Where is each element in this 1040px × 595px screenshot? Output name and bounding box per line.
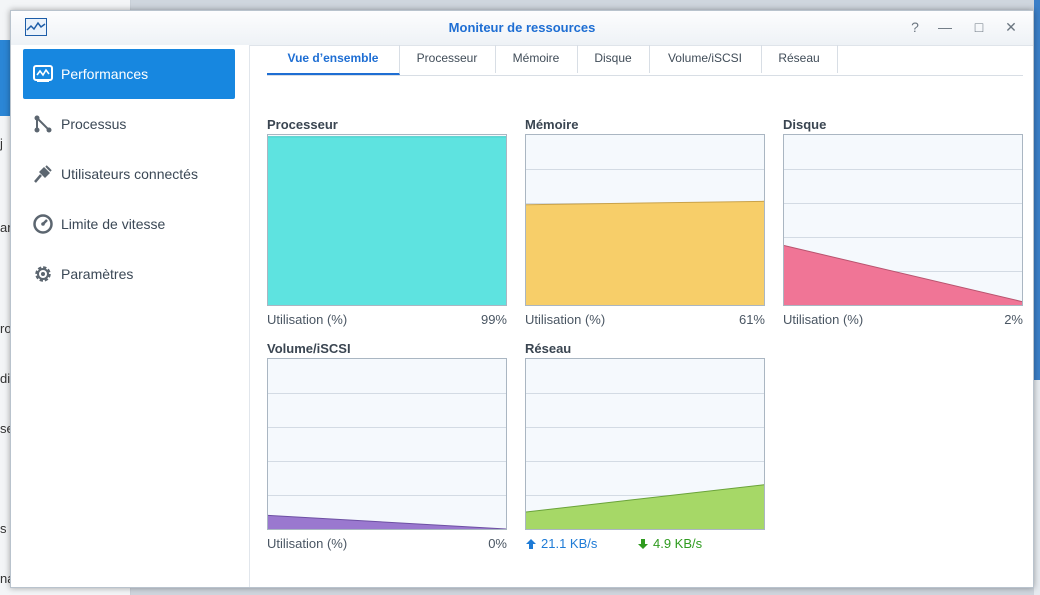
network-usage-chart: [525, 358, 765, 530]
background-text: di: [0, 371, 11, 386]
help-button[interactable]: ?: [911, 19, 919, 35]
panel-title: Réseau: [525, 341, 572, 356]
cpu-usage-chart: [267, 134, 507, 306]
tab-vue-d-ensemble[interactable]: Vue d’ensemble: [267, 45, 400, 75]
gear-icon: [33, 264, 53, 284]
performance-chart-icon: [33, 64, 53, 84]
volume-panel[interactable]: Volume/iSCSI Utilisation (%) 0%: [267, 341, 507, 557]
sidebar-item-limite-de-vitesse[interactable]: Limite de vitesse: [23, 199, 235, 249]
volume-area-chart: [268, 393, 506, 529]
speedometer-icon: [33, 214, 53, 234]
disk-panel[interactable]: Disque Utilisation (%) 2%: [783, 117, 1023, 333]
network-area-chart: [526, 393, 764, 529]
memory-usage-area: [526, 201, 764, 305]
network-usage-area: [526, 484, 764, 529]
cpu-panel[interactable]: Processeur Utilisation (%) 99%: [267, 117, 507, 333]
tab-disque[interactable]: Disque: [577, 45, 650, 73]
resource-monitor-window: Moniteur de ressources ? — □ ✕ Performan…: [10, 10, 1034, 588]
utilization-label: Utilisation (%): [267, 312, 348, 327]
background-accent: [1034, 0, 1040, 380]
sidebar-item-utilisateurs-connectes[interactable]: Utilisateurs connectés: [23, 149, 235, 199]
plug-icon: [33, 164, 53, 184]
tab-reseau[interactable]: Réseau: [761, 45, 838, 73]
upload-arrow-icon: [526, 538, 536, 549]
sidebar-item-label: Utilisateurs connectés: [61, 166, 198, 182]
volume-usage-value: 0%: [488, 536, 507, 551]
cpu-usage-area: [268, 136, 506, 305]
disk-usage-value: 2%: [1004, 312, 1023, 327]
download-rate-value: 4.9 KB/s: [653, 536, 703, 551]
utilization-label: Utilisation (%): [783, 312, 864, 327]
sidebar-item-parametres[interactable]: Paramètres: [23, 249, 235, 299]
tab-volume-iscsi[interactable]: Volume/iSCSI: [649, 45, 762, 73]
tab-bar: Vue d’ensemble Processeur Mémoire Disque…: [267, 45, 1023, 76]
background-panel: [1034, 380, 1040, 595]
close-button[interactable]: ✕: [1005, 19, 1017, 35]
memory-usage-chart: [525, 134, 765, 306]
panel-title: Volume/iSCSI: [267, 341, 351, 356]
cpu-area-chart: [268, 136, 506, 305]
window-title: Moniteur de ressources: [448, 20, 596, 35]
memory-usage-value: 61%: [738, 312, 765, 327]
disk-usage-line: [784, 245, 1022, 303]
tab-memoire[interactable]: Mémoire: [495, 45, 578, 73]
sidebar-item-processus[interactable]: Processus: [23, 99, 235, 149]
tab-processeur[interactable]: Processeur: [399, 45, 496, 73]
resource-monitor-app-icon: [25, 18, 47, 36]
panel-title: Mémoire: [525, 117, 579, 132]
background-text: s: [0, 521, 7, 536]
background-text: ar: [0, 220, 12, 235]
sidebar-item-label: Paramètres: [61, 266, 134, 282]
background-selection-strip: [0, 40, 10, 116]
background-text: j: [0, 136, 3, 151]
sidebar-item-label: Performances: [61, 66, 149, 82]
volume-usage-chart: [267, 358, 507, 530]
panel-title: Processeur: [267, 117, 338, 132]
sidebar-item-label: Processus: [61, 116, 127, 132]
download-rate: 4.9 KB/s: [637, 536, 702, 551]
network-usage-line: [526, 484, 764, 513]
disk-usage-area: [784, 245, 1022, 305]
network-panel[interactable]: Réseau 21.1 KB/s 4.9 KB/s: [525, 341, 765, 557]
minimize-button[interactable]: —: [938, 19, 952, 35]
memory-usage-line: [526, 200, 764, 206]
maximize-button[interactable]: □: [974, 19, 984, 35]
memory-area-chart: [526, 169, 764, 305]
volume-usage-line: [268, 514, 506, 529]
background-text: ro: [0, 321, 12, 336]
upload-rate-value: 21.1 KB/s: [541, 536, 598, 551]
utilization-label: Utilisation (%): [525, 312, 606, 327]
memory-panel[interactable]: Mémoire Utilisation (%) 61%: [525, 117, 765, 333]
background-window-right: [1034, 0, 1040, 595]
title-bar[interactable]: Moniteur de ressources ? — □ ✕: [11, 11, 1033, 46]
sidebar-item-performances[interactable]: Performances: [23, 49, 235, 99]
cpu-usage-value: 99%: [480, 312, 507, 327]
process-nodes-icon: [33, 114, 53, 134]
sidebar-item-label: Limite de vitesse: [61, 216, 166, 232]
disk-area-chart: [784, 169, 1022, 305]
sidebar: Performances Processus: [11, 45, 250, 587]
upload-rate: 21.1 KB/s: [525, 536, 597, 551]
disk-usage-chart: [783, 134, 1023, 306]
panel-title: Disque: [783, 117, 827, 132]
utilization-label: Utilisation (%): [267, 536, 348, 551]
download-arrow-icon: [638, 538, 648, 549]
